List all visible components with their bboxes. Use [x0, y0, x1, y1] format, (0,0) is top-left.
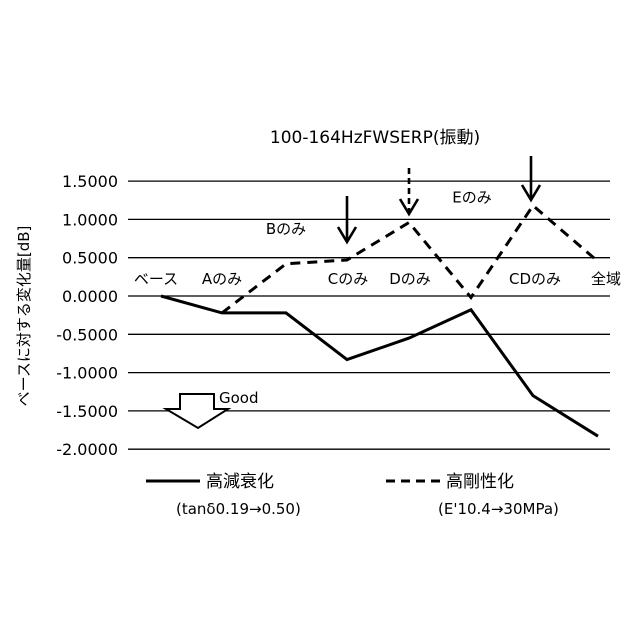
legend: 高減衰化 (tanδ0.19→0.50) 高剛性化 (E'10.4→30MPa)	[146, 472, 559, 518]
category-label: Aのみ	[202, 270, 242, 288]
legend-series-1-sub: (tanδ0.19→0.50)	[176, 500, 301, 518]
legend-series-2-sub: (E'10.4→30MPa)	[438, 500, 559, 518]
category-label: 全域	[591, 270, 621, 288]
y-tick-label: 0.5000	[62, 249, 118, 268]
arrow-icon-d	[400, 168, 418, 214]
arrow-icon-cd	[522, 156, 540, 200]
category-label: CDのみ	[509, 270, 561, 288]
y-tick-label: 1.0000	[62, 210, 118, 229]
y-tick-label: 1.5000	[62, 172, 118, 191]
y-tick-label: -2.0000	[56, 440, 118, 459]
y-tick-labels: 1.5000 1.0000 0.5000 0.0000 -0.5000 -1.0000 -1…	[56, 172, 118, 459]
highlight-arrows	[338, 156, 540, 242]
chart-title: 100-164HzFWSERP(振動)	[270, 128, 480, 148]
category-label: ベース	[134, 270, 178, 288]
category-label: Dのみ	[389, 270, 431, 288]
y-axis-label: ベースに対する変化量[dB]	[15, 226, 33, 407]
category-label: Eのみ	[452, 188, 491, 206]
y-tick-label: 0.0000	[62, 287, 118, 306]
legend-series-1-name: 高減衰化	[206, 472, 274, 492]
category-labels: ベース Aのみ Bのみ Cのみ Dのみ Eのみ CDのみ 全域	[134, 188, 621, 288]
y-tick-label: -0.5000	[56, 325, 118, 344]
y-tick-label: -1.5000	[56, 402, 118, 421]
category-label: Bのみ	[266, 220, 306, 238]
good-annotation: Good	[166, 389, 259, 428]
category-label: Cのみ	[328, 270, 368, 288]
good-label: Good	[219, 389, 259, 407]
y-tick-label: -1.0000	[56, 364, 118, 383]
series-line-high-damping	[161, 296, 598, 436]
legend-series-2-name: 高剛性化	[446, 472, 514, 492]
